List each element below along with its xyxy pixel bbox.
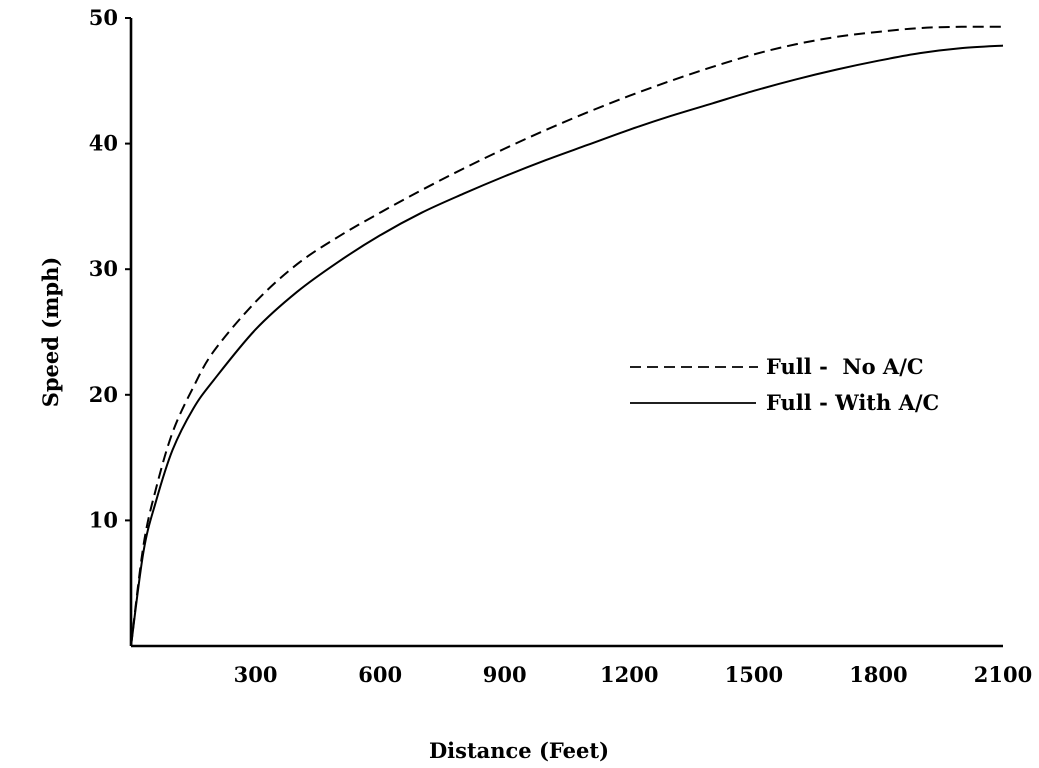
legend-label-with-ac: Full - With A/C	[766, 390, 939, 415]
x-axis-title: Distance (Feet)	[429, 738, 609, 763]
y-tick-label: 30	[89, 256, 118, 281]
x-tick-label: 600	[358, 662, 402, 687]
x-tick-label: 2100	[974, 662, 1032, 687]
x-tick-label: 1800	[849, 662, 907, 687]
tick-labels: 300 600 900 1200 1500 1800 2100 10 20 30 40 50	[89, 5, 1032, 687]
y-axis-title: Speed (mph)	[38, 257, 63, 408]
y-tick-label: 50	[89, 5, 118, 30]
x-tick-label: 1500	[725, 662, 783, 687]
series-line-with-ac	[130, 44, 1004, 647]
series-layer	[130, 25, 1004, 647]
series-line-no-ac	[130, 25, 1004, 647]
x-tick-label: 300	[234, 662, 278, 687]
y-tick-label: 10	[89, 507, 118, 532]
legend: Full - No A/C Full - With A/C	[630, 354, 939, 415]
legend-label-no-ac: Full - No A/C	[766, 354, 924, 379]
y-tick-label: 20	[89, 382, 118, 407]
axes	[129, 18, 1003, 648]
x-tick-label: 1200	[600, 662, 658, 687]
x-tick-label: 900	[483, 662, 527, 687]
y-tick-label: 40	[89, 131, 118, 156]
